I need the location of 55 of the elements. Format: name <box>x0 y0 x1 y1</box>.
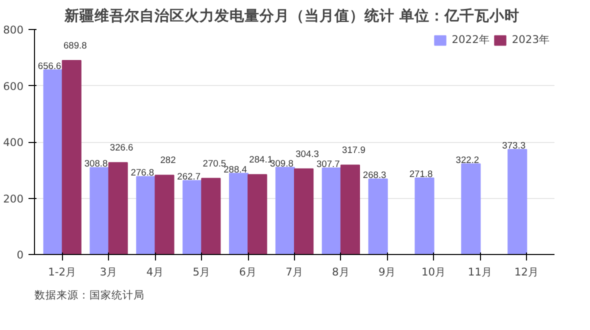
x-tick-label: 10月 <box>422 266 446 278</box>
data-label: 373.3 <box>502 140 526 151</box>
data-label: 304.3 <box>296 148 319 159</box>
bar <box>229 172 249 254</box>
data-label: 307.7 <box>316 158 340 169</box>
bar <box>90 167 110 254</box>
y-tick-label: 200 <box>3 192 24 206</box>
bar <box>201 178 221 254</box>
x-tick-label: 4月 <box>146 266 164 278</box>
bar <box>275 166 295 254</box>
bar <box>340 164 360 254</box>
x-tick-label: 6月 <box>239 266 257 278</box>
x-tick-label: 5月 <box>192 266 211 278</box>
bar <box>414 178 434 254</box>
x-tick-label: 11月 <box>468 266 492 278</box>
data-label: 270.5 <box>202 158 226 168</box>
source-note: 数据来源：国家统计局 <box>34 288 144 302</box>
data-label: 271.8 <box>409 169 433 180</box>
chart-title: 新疆维吾尔自治区火力发电量分月（当月值）统计 单位：亿千瓦小时 <box>63 6 520 24</box>
y-tick-label: 400 <box>3 136 24 149</box>
y-tick-label: 800 <box>3 24 24 36</box>
data-label: 322.2 <box>456 154 480 165</box>
data-label: 268.3 <box>362 170 386 180</box>
data-label: 282 <box>160 155 176 166</box>
bar <box>508 149 528 254</box>
legend-label: 2023年 <box>512 33 550 47</box>
legend-label: 2022年 <box>452 33 490 47</box>
y-tick-label: 0 <box>16 248 24 262</box>
data-label: 308.8 <box>84 158 108 169</box>
bar <box>248 174 268 254</box>
data-label: 262.7 <box>177 172 201 182</box>
data-label: 284.1 <box>249 154 273 165</box>
bar <box>461 163 481 254</box>
bar <box>108 162 128 254</box>
data-label: 276.8 <box>130 168 154 178</box>
bar <box>182 180 202 254</box>
data-label: 689.8 <box>63 40 87 50</box>
x-tick-label: 3月 <box>100 266 118 278</box>
bar <box>154 174 174 254</box>
x-tick-label: 9月 <box>378 266 396 278</box>
data-label: 326.6 <box>110 142 134 153</box>
x-tick-label: 8月 <box>332 266 350 278</box>
bar <box>62 60 82 254</box>
data-label: 317.9 <box>342 145 366 156</box>
bar <box>368 178 388 254</box>
data-label: 656.6 <box>38 60 62 71</box>
data-label: 309.8 <box>270 158 294 168</box>
bar <box>43 69 63 254</box>
y-tick-label: 600 <box>3 80 24 93</box>
x-tick-label: 1-2月 <box>48 266 77 278</box>
bar <box>136 176 156 254</box>
x-tick-label: 12月 <box>514 266 539 278</box>
bar <box>322 167 342 254</box>
x-tick-label: 7月 <box>286 266 304 278</box>
bar <box>294 168 314 254</box>
